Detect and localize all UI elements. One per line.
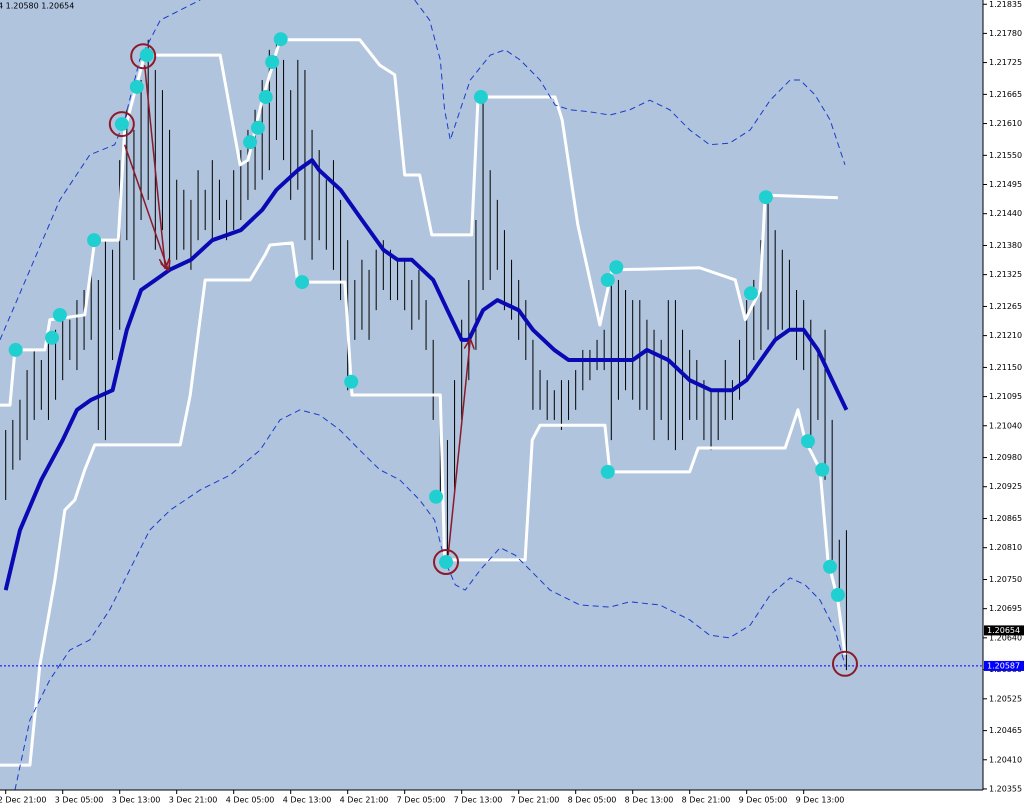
indicator-line: [0, 38, 838, 407]
highlight-circle: [130, 43, 157, 70]
signal-dot: [815, 462, 830, 477]
arrow: [123, 144, 168, 270]
indicator-line: [3, 158, 849, 591]
y-tick-label: 1.21040: [989, 421, 1022, 430]
x-tick-label: 7 Dec 05:00: [397, 796, 446, 805]
y-tick-label: 1.21495: [989, 180, 1022, 189]
plot-background: [0, 0, 983, 790]
indicator-line: [0, 241, 847, 767]
signal-dot: [609, 260, 624, 275]
plot-area: [0, 0, 983, 790]
y-tick-label: 1.20695: [989, 604, 1022, 613]
signal-dot: [129, 79, 144, 94]
x-tick-label: 7 Dec 21:00: [511, 796, 560, 805]
y-tick-label: 1.20525: [989, 694, 1022, 703]
y-tick-label: 1.21725: [989, 58, 1022, 67]
signal-dot: [114, 117, 129, 132]
signal-dot: [743, 286, 758, 301]
y-tick-label: 1.21550: [989, 151, 1022, 160]
signal-dot: [243, 135, 258, 150]
y-tick-label: 1.20980: [989, 453, 1022, 462]
arrow: [447, 340, 470, 556]
y-tick-label: 1.21210: [989, 331, 1022, 340]
price-label: 1.20654: [987, 626, 1020, 635]
x-tick-label: 3 Dec 05:00: [55, 796, 104, 805]
indicator-line: [414, 0, 846, 166]
price-label-box: [984, 625, 1024, 636]
x-tick-label: 8 Dec 21:00: [682, 796, 731, 805]
y-tick-label: 1.21095: [989, 392, 1022, 401]
y-tick-label: 1.21325: [989, 270, 1022, 279]
signal-dot: [52, 307, 67, 322]
signal-dot: [87, 233, 102, 248]
highlight-circle: [831, 650, 858, 677]
y-tick-label: 1.21780: [989, 29, 1022, 38]
y-tick-label: 1.21610: [989, 119, 1022, 128]
signal-dot: [758, 190, 773, 205]
x-tick-label: 3 Dec 21:00: [169, 796, 218, 805]
x-tick-label: 9 Dec 05:00: [739, 796, 788, 805]
signal-dot: [600, 272, 615, 287]
y-tick-label: 1.21265: [989, 302, 1022, 311]
price-label: 1.20587: [987, 661, 1020, 670]
y-tick-label: 1.21835: [989, 0, 1022, 9]
signal-dot: [473, 90, 488, 105]
x-tick-label: 4 Dec 21:00: [340, 796, 389, 805]
y-tick-label: 1.21150: [989, 363, 1022, 372]
y-tick-label: 1.20465: [989, 726, 1022, 735]
signal-dot: [439, 555, 454, 570]
y-tick-label: 1.20640: [989, 633, 1022, 642]
price-label-box: [984, 660, 1024, 671]
signal-dot: [8, 342, 23, 357]
y-tick-label: 1.20410: [989, 755, 1022, 764]
x-tick-label: 4 Dec 05:00: [226, 796, 275, 805]
signal-dot: [273, 32, 288, 47]
y-tick-label: 1.21665: [989, 90, 1022, 99]
signal-dot: [265, 55, 280, 70]
highlight-circle: [108, 111, 135, 138]
arrow: [143, 65, 166, 268]
highlight-circle: [433, 549, 460, 576]
signal-dot: [344, 374, 359, 389]
y-tick-label: 1.21440: [989, 209, 1022, 218]
signal-dot: [600, 464, 615, 479]
signal-dot: [295, 275, 310, 290]
x-tick-label: 7 Dec 13:00: [454, 796, 503, 805]
signal-dot: [429, 489, 444, 504]
signal-dot: [823, 559, 838, 574]
signal-dot: [258, 90, 273, 105]
x-tick-label: 8 Dec 13:00: [625, 796, 674, 805]
signal-dot: [45, 330, 60, 345]
y-tick-label: 1.21380: [989, 241, 1022, 250]
x-tick-label: 3 Dec 13:00: [112, 796, 161, 805]
x-tick-label: 4 Dec 13:00: [283, 796, 332, 805]
y-tick-label: 1.20810: [989, 543, 1022, 552]
signal-dot: [139, 48, 154, 63]
indicator-line: [0, 0, 201, 341]
y-tick-label: 1.20925: [989, 482, 1022, 491]
signal-dot: [250, 120, 265, 135]
signal-dot: [830, 587, 845, 602]
x-tick-label: 2 Dec 21:00: [0, 796, 46, 805]
y-tick-label: 1.20355: [989, 784, 1022, 793]
chart-title: 4 1.20580 1.20654: [0, 2, 74, 11]
signal-dot: [800, 434, 815, 449]
x-tick-label: 8 Dec 05:00: [568, 796, 617, 805]
y-tick-label: 1.20865: [989, 514, 1022, 523]
x-tick-label: 9 Dec 13:00: [796, 796, 845, 805]
y-tick-label: 1.20750: [989, 575, 1022, 584]
